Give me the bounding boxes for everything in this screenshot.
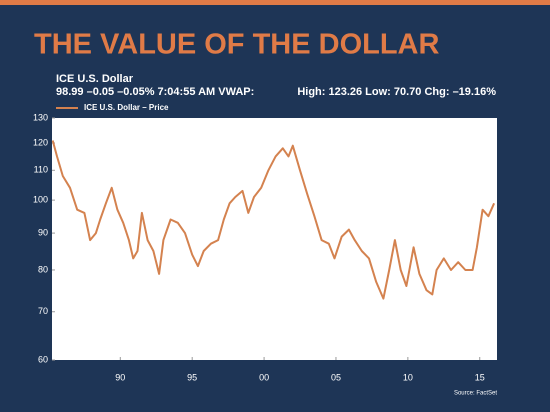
x-tick-label: 15 — [475, 372, 485, 382]
y-tick-label: 70 — [38, 306, 48, 316]
stats: High: 123.26 Low: 70.70 Chg: –19.16% — [297, 86, 496, 98]
y-tick-label: 60 — [38, 354, 48, 364]
subtitle: ICE U.S. Dollar — [56, 73, 134, 85]
y-tick-label: 130 — [33, 112, 48, 122]
quote: 98.99 –0.05 –0.05% 7:04:55 AM VWAP: — [56, 86, 254, 98]
x-tick-label: 95 — [187, 372, 197, 382]
source: Source: FactSet — [454, 391, 497, 397]
x-tick-label: 90 — [115, 372, 125, 382]
x-tick-label: 10 — [403, 372, 413, 382]
y-tick-label: 80 — [38, 264, 48, 274]
chart-title: THE VALUE OF THE DOLLAR — [34, 29, 440, 61]
y-tick-label: 110 — [34, 165, 48, 175]
y-tick-label: 120 — [33, 137, 48, 147]
x-tick-label: 05 — [331, 372, 341, 382]
legend-label: ICE U.S. Dollar – Price — [84, 103, 169, 112]
top-bar — [0, 0, 550, 5]
y-tick-label: 100 — [33, 194, 48, 204]
plot-area — [52, 118, 497, 360]
y-tick-label: 90 — [38, 227, 48, 237]
x-tick-label: 00 — [259, 372, 269, 382]
line — [51, 140, 496, 300]
